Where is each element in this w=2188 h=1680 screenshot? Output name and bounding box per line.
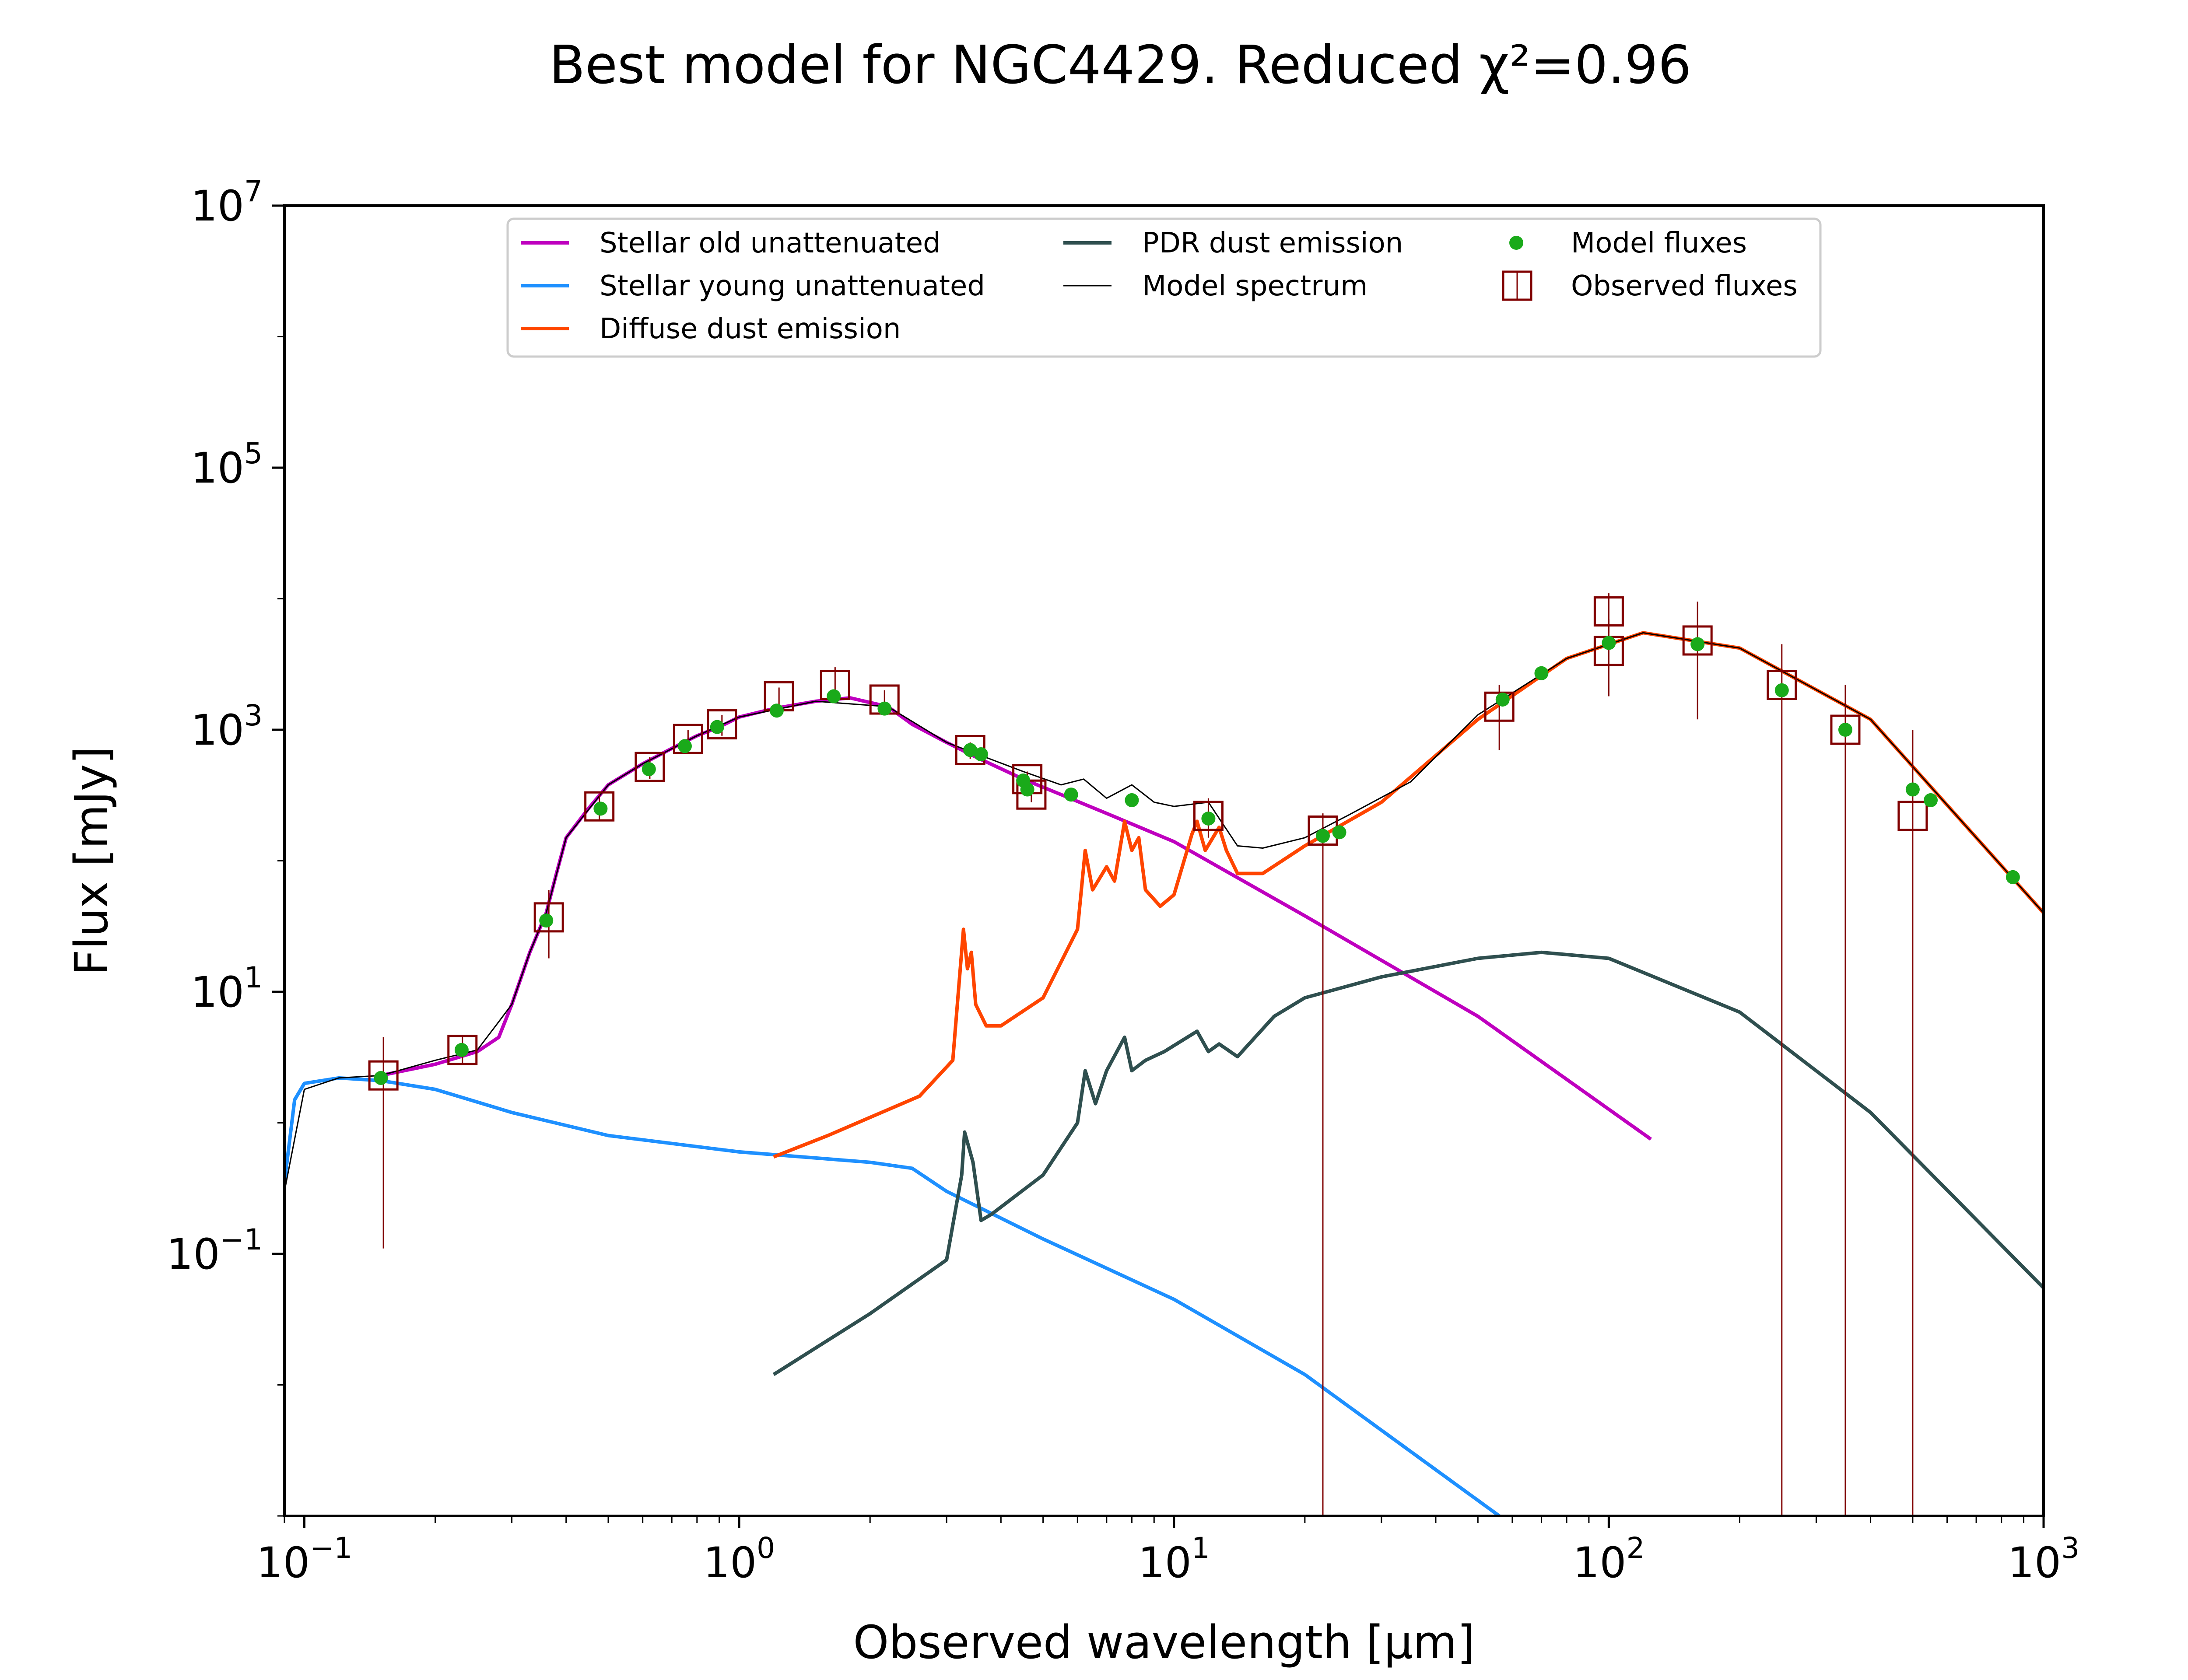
- diffuse-dust-emission-line: [773, 631, 2045, 1159]
- legend-entry-stellar-young-unattenuated: Stellar young unattenuated: [521, 270, 985, 302]
- legend-entry-model-fluxes: Model fluxes: [1509, 227, 1747, 259]
- legend-label: PDR dust emission: [1142, 227, 1403, 259]
- model-flux-point: [1201, 811, 1216, 826]
- observed-flux-marker: [447, 1035, 478, 1065]
- model-flux-point: [593, 802, 608, 816]
- stellar-young-unattenuated-line: [283, 1076, 1501, 1518]
- legend-label: Observed fluxes: [1571, 270, 1798, 302]
- legend-entry-diffuse-dust-emission: Diffuse dust emission: [521, 313, 901, 345]
- legend-entry-pdr-dust-emission: PDR dust emission: [1063, 227, 1403, 259]
- observed-flux-marker: [1830, 714, 1861, 745]
- model-flux-point: [1838, 723, 1852, 737]
- observed-flux-markers: [368, 596, 1928, 1091]
- model-flux-point: [974, 747, 988, 762]
- x-axis-ticks: 10−1 100 101 102 103: [256, 1516, 2079, 1587]
- model-flux-point: [1924, 793, 1938, 808]
- observed-flux-marker: [1682, 625, 1713, 656]
- observed-flux-marker: [635, 752, 665, 782]
- legend-label: Model fluxes: [1571, 227, 1747, 259]
- x-axis-label: Observed wavelength [μm]: [853, 1616, 1475, 1669]
- observed-flux-marker: [673, 724, 703, 754]
- model-curves: [283, 631, 2045, 1518]
- observed-flux-marker: [1897, 801, 1928, 831]
- model-flux-point: [374, 1071, 388, 1085]
- model-flux-point: [1690, 637, 1705, 651]
- model-flux-point: [1315, 829, 1330, 843]
- plot-frame: [283, 204, 2045, 1517]
- x-tick-label: 10−1: [256, 1531, 352, 1587]
- y-tick-label: 10−1: [167, 1223, 263, 1279]
- legend-swatch: [1509, 236, 1523, 250]
- model-flux-point: [769, 704, 784, 718]
- observed-flux-marker: [584, 791, 615, 822]
- observed-flux-marker: [1484, 691, 1515, 722]
- pdr-dust-emission-line: [772, 950, 2045, 1376]
- legend-entry-stellar-old-unattenuated: Stellar old unattenuated: [521, 227, 941, 259]
- model-flux-point: [1602, 636, 1616, 650]
- model-flux-point: [963, 743, 978, 757]
- observed-errorbars: [382, 593, 1914, 1516]
- x-tick-label: 102: [1573, 1531, 1645, 1587]
- legend-entry-model-spectrum: Model spectrum: [1063, 270, 1368, 302]
- y-tick-label: 101: [191, 961, 263, 1017]
- y-tick-label: 107: [191, 175, 263, 231]
- chart-title: Best model for NGC4429. Reduced χ²=0.96: [549, 35, 1691, 96]
- model-flux-point: [454, 1043, 469, 1057]
- legend: Stellar old unattenuated Stellar young un…: [506, 217, 1822, 358]
- model-flux-point: [642, 762, 656, 777]
- observed-flux-marker: [1016, 779, 1047, 810]
- model-flux-point: [1020, 782, 1034, 797]
- legend-items: Stellar old unattenuated Stellar young un…: [521, 227, 1798, 345]
- y-tick-label: 103: [191, 699, 263, 755]
- model-flux-markers: [374, 636, 2020, 1085]
- observed-flux-marker: [1593, 596, 1624, 627]
- observed-flux-marker: [1193, 801, 1224, 831]
- y-axis-label: Flux [mJy]: [65, 746, 118, 976]
- model-flux-point: [1905, 782, 1920, 797]
- x-tick-label: 100: [703, 1531, 775, 1587]
- model-flux-point: [2006, 870, 2020, 884]
- model-flux-point: [1125, 793, 1139, 808]
- observed-flux-marker: [707, 709, 737, 740]
- model-flux-point: [1495, 692, 1510, 707]
- x-tick-label: 103: [2008, 1531, 2079, 1587]
- model-flux-point: [539, 914, 554, 928]
- model-flux-point: [877, 701, 892, 716]
- model-flux-point: [827, 689, 841, 704]
- legend-label: Model spectrum: [1142, 270, 1368, 302]
- model-flux-point: [1774, 683, 1789, 697]
- model-flux-point: [1534, 666, 1549, 680]
- legend-label: Diffuse dust emission: [600, 313, 901, 345]
- legend-label: Stellar young unattenuated: [600, 270, 985, 302]
- observed-flux-marker: [533, 902, 564, 933]
- y-axis-ticks: 10−1 101 103 105 107: [167, 175, 284, 1517]
- model-flux-point: [677, 739, 692, 753]
- model-flux-point: [710, 720, 724, 734]
- legend-label: Stellar old unattenuated: [600, 227, 941, 259]
- legend-box: [506, 217, 1822, 358]
- model-flux-point: [1332, 825, 1346, 840]
- model-flux-point: [1064, 788, 1078, 802]
- legend-entry-observed-fluxes: Observed fluxes: [1502, 270, 1798, 302]
- observed-flux-marker: [1767, 669, 1797, 700]
- y-tick-label: 105: [191, 437, 263, 493]
- x-tick-label: 101: [1138, 1531, 1210, 1587]
- observed-flux-marker: [368, 1060, 399, 1091]
